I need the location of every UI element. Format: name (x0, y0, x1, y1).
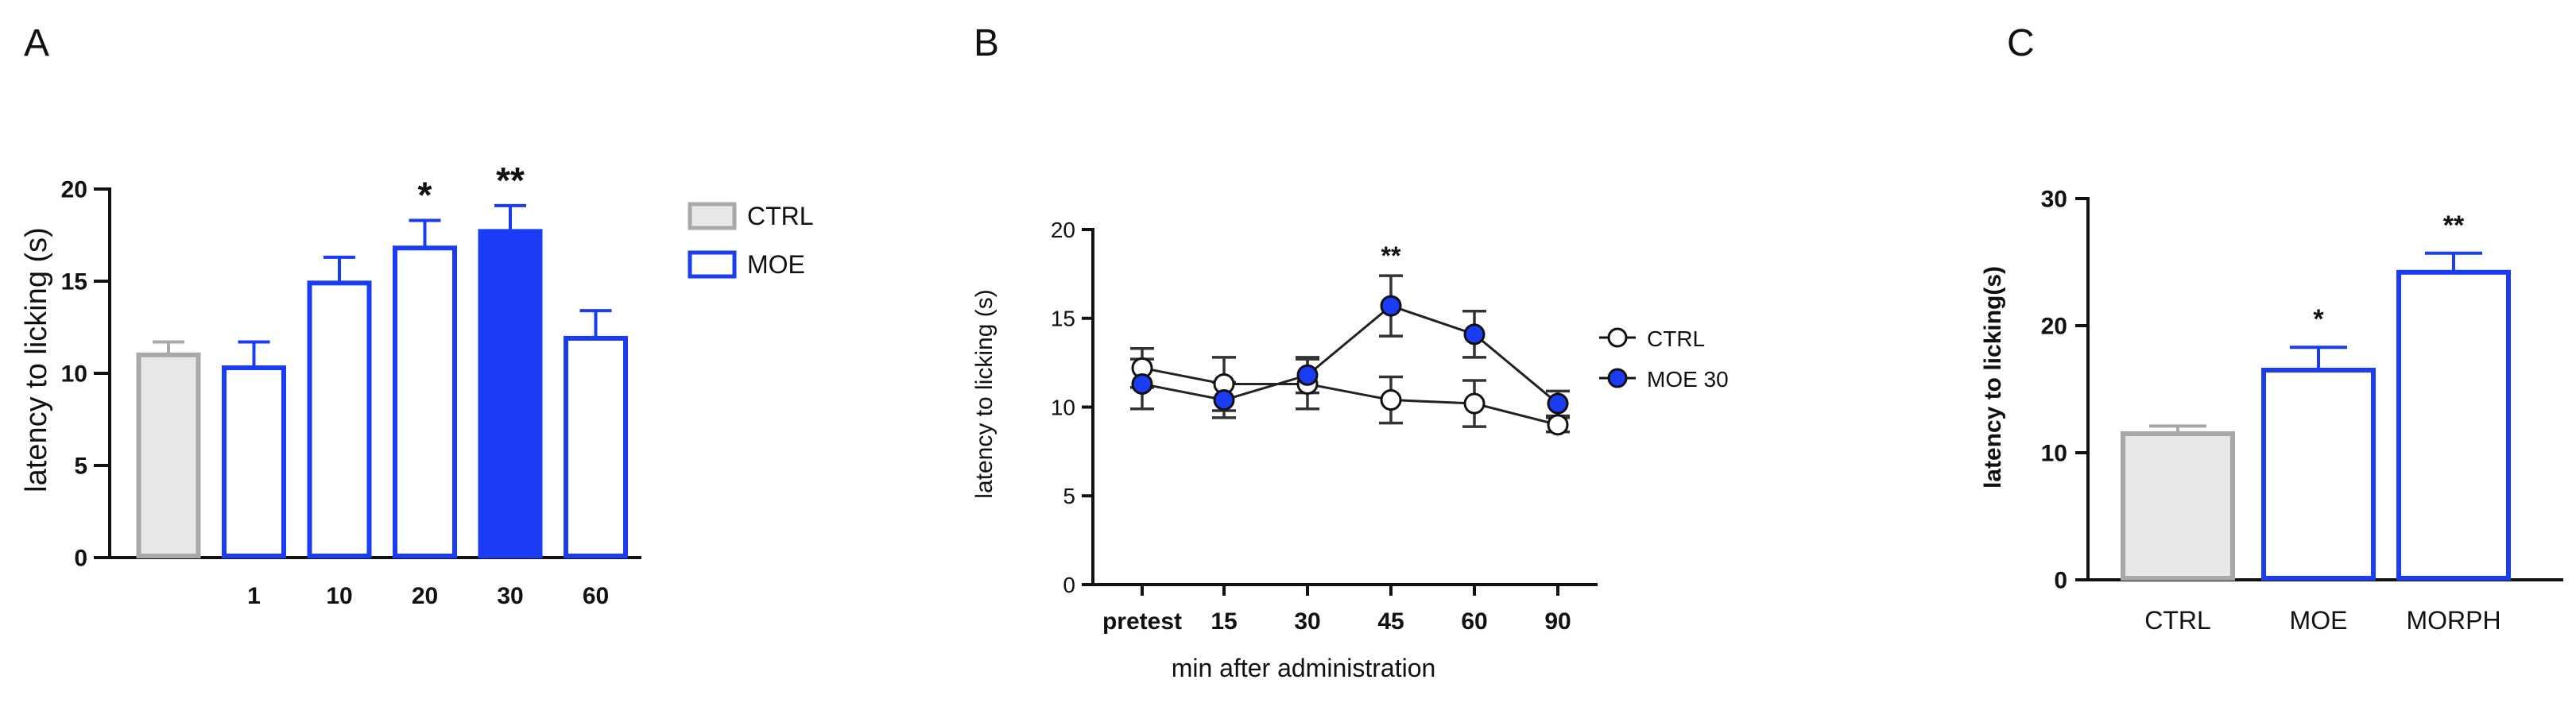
panel-b-series-line (1141, 366, 1559, 427)
panel-a-bar (307, 280, 372, 558)
panel-b-legend: CTRL MOE 30 (1599, 326, 1729, 392)
panel-a-xticks: 1 10 20 * 30 ** 60 (247, 160, 609, 609)
legend-swatch-moe (688, 250, 737, 279)
panel-b-series-line (1141, 304, 1559, 405)
panel-b-y-tick-label: 5 (1063, 484, 1075, 508)
panel-c-bars: CTRL MOE * MORPH ** (2121, 210, 2511, 635)
panel-b-axes: 0 5 10 15 20 pretest 15 30 45 60 90 (1051, 218, 1598, 635)
panel-c-y-tick-label: 30 (2041, 187, 2067, 213)
panel-a-y-tick-label: 5 (74, 454, 87, 480)
panel-a-y-tick-label: 15 (61, 269, 87, 295)
panel-a-x-tick-label: 20 (412, 583, 438, 609)
panel-a-legend: CTRL MOE (688, 202, 814, 279)
panel-a-bar (222, 365, 286, 559)
panel-a-bar (478, 229, 543, 558)
panel-a-y-tick-label: 10 (61, 361, 87, 388)
panel-letter-c: C (2007, 22, 2035, 64)
panel-b-x-tick-label: 60 (1461, 608, 1487, 635)
panel-a-bar (564, 335, 628, 558)
legend-label-moe: MOE (747, 250, 805, 279)
panel-a-x-tick-label: 30 (497, 583, 523, 609)
panel-c-y-tick-label: 20 (2041, 314, 2067, 340)
panel-c-significance: * (2313, 304, 2324, 334)
legend-label-ctrl-b: CTRL (1647, 326, 1705, 351)
panel-c-bar (2396, 269, 2511, 581)
panel-b-x-tick-label: pretest (1102, 608, 1182, 635)
panel-a-bar (393, 245, 457, 558)
panel-b-xlabel: min after administration (1172, 654, 1436, 682)
panel-c-x-tick-label: CTRL (2144, 606, 2211, 635)
panel-c-significance: ** (2443, 210, 2465, 241)
panel-a-ylabel: latency to licking (s) (20, 227, 53, 492)
panel-b-x-tick-label: 45 (1377, 608, 1404, 635)
panel-a-x-tick-label: 60 (583, 583, 609, 609)
panel-b-data-point (1213, 389, 1235, 411)
legend-swatch-ctrl (688, 202, 737, 230)
panel-a-y-tick-label: 20 (61, 177, 87, 203)
panel-a-bars (136, 203, 628, 559)
panel-b-lines: ** (1130, 241, 1570, 436)
panel-a-y-tick-label: 0 (74, 546, 87, 572)
panel-b-data-point (1463, 392, 1486, 415)
panel-b-x-tick-label: 90 (1544, 608, 1571, 635)
panel-letter-a: A (24, 22, 49, 64)
panel-b-ylabel: latency to licking (s) (971, 289, 997, 498)
panel-a-significance: ** (496, 160, 525, 201)
legend-marker-ctrl (1607, 327, 1628, 348)
panel-b-y-tick-label: 20 (1051, 218, 1075, 242)
legend-marker-moe30 (1607, 368, 1628, 388)
panel-a-bar (136, 352, 201, 558)
panel-b-y-tick-label: 0 (1063, 573, 1075, 597)
panel-c-ylabel: latency to licking(s) (1980, 266, 2006, 488)
panel-a-x-tick-label: 1 (247, 583, 261, 609)
panel-b-data-point (1296, 364, 1319, 386)
panel-b-data-point (1547, 414, 1569, 436)
panel-b-data-point (1131, 373, 1153, 395)
panel-b-data-point (1547, 392, 1569, 415)
panel-b-x-tick-label: 15 (1211, 608, 1237, 635)
panel-b-chart: latency to licking (s) min after adminis… (971, 218, 1729, 682)
panel-b-y-tick-label: 15 (1051, 307, 1075, 331)
panel-b-significance: ** (1381, 241, 1401, 270)
panel-c-bar (2261, 368, 2376, 581)
panel-a-x-tick-label: 10 (326, 583, 352, 609)
panel-c-x-tick-label: MORPH (2406, 606, 2500, 635)
panel-c-y-tick-label: 0 (2054, 568, 2067, 594)
panel-a-axes: 0 5 10 15 20 (61, 177, 641, 572)
panel-b-x-tick-label: 30 (1294, 608, 1320, 635)
panel-b-data-point (1463, 323, 1486, 346)
panel-b-y-tick-label: 10 (1051, 395, 1075, 419)
panel-c-bar (2121, 431, 2235, 581)
panel-a-significance: * (418, 174, 432, 215)
legend-label-ctrl: CTRL (747, 202, 814, 230)
legend-label-moe30: MOE 30 (1647, 367, 1729, 392)
panel-b-data-point (1380, 389, 1402, 411)
panel-c-y-tick-label: 10 (2041, 441, 2067, 467)
panel-letter-b: B (974, 22, 999, 64)
panel-b-data-point (1380, 295, 1402, 317)
panel-c-chart: latency to licking(s) 0 10 20 30 CTRL MOE * MO… (1980, 187, 2563, 635)
panel-a-chart: latency to licking (s) 0 5 10 15 20 1 10 20 * 30… (20, 160, 814, 609)
panel-c-x-tick-label: MOE (2290, 606, 2348, 635)
